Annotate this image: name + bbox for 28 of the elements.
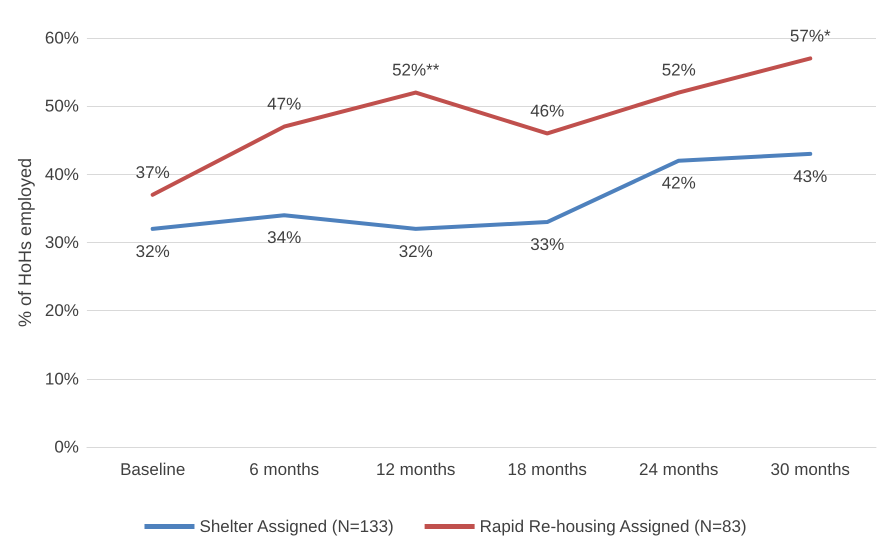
data-label: 46% <box>530 101 564 120</box>
y-tick-label: 50% <box>44 96 79 116</box>
x-tick-label: 30 months <box>770 460 850 479</box>
data-label: 43% <box>793 166 828 186</box>
data-label: 52% <box>662 60 696 80</box>
y-axis-title: % of HoHs employed <box>15 158 35 328</box>
data-label: 34% <box>267 228 302 248</box>
y-tick-label: 10% <box>44 369 79 388</box>
data-label: 47% <box>267 94 302 114</box>
data-label: 42% <box>662 174 696 193</box>
x-tick-label: 6 months <box>249 460 320 479</box>
y-tick-label: 20% <box>44 301 79 320</box>
data-label: 57%* <box>790 26 831 46</box>
x-tick-label: 12 months <box>376 460 456 479</box>
data-label: 37% <box>136 162 170 182</box>
x-tick-label: 24 months <box>639 460 718 479</box>
legend-label: Rapid Re-housing Assigned (N=83) <box>480 517 747 536</box>
data-label: 52%** <box>392 60 440 80</box>
legend-label: Shelter Assigned (N=133) <box>199 517 394 536</box>
x-tick-label: 18 months <box>508 460 587 479</box>
y-tick-label: 30% <box>44 233 79 252</box>
y-tick-label: 0% <box>54 438 79 456</box>
y-tick-label: 60% <box>44 28 79 48</box>
y-tick-label: 40% <box>44 164 79 184</box>
data-label: 33% <box>530 235 564 254</box>
data-label: 32% <box>136 242 170 261</box>
x-tick-label: Baseline <box>120 460 186 479</box>
data-label: 32% <box>398 242 433 261</box>
